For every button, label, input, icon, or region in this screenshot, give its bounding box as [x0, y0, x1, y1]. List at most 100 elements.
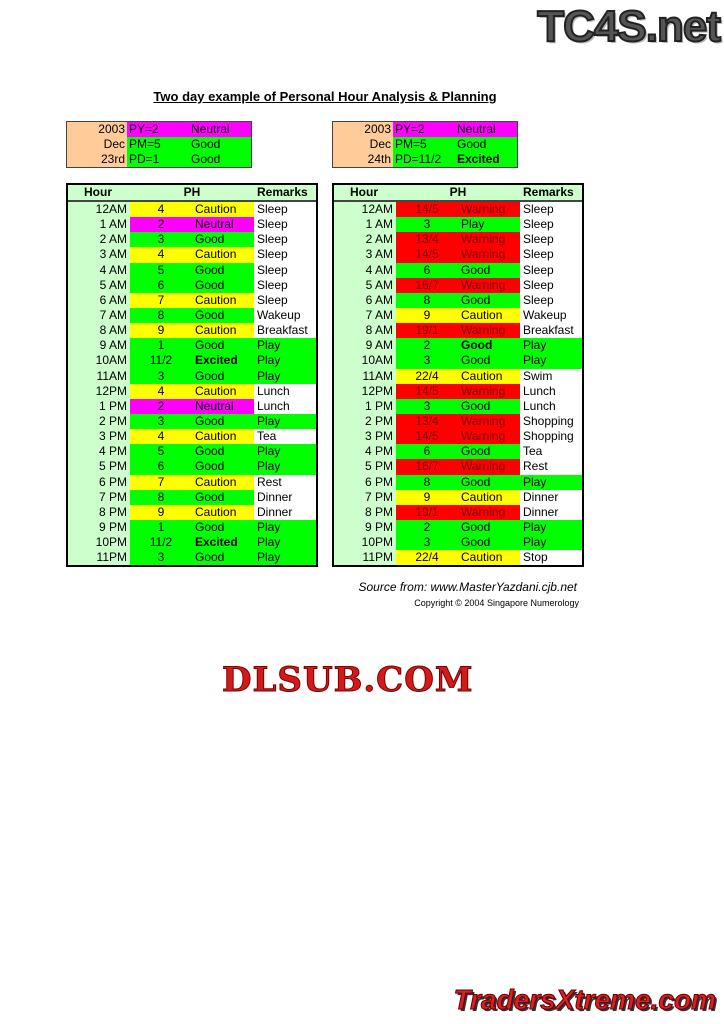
tradersxtreme-logo: TradersXtreme.com — [453, 984, 716, 1016]
ph-number-cell: 3 — [396, 535, 458, 551]
ph-number-cell: 7 — [130, 474, 192, 490]
ph-number-cell: 6 — [396, 262, 458, 278]
info-date: 24th — [333, 152, 393, 167]
ph-number-cell: 6 — [130, 459, 192, 475]
table-row: 12PM 4 Caution Lunch — [68, 383, 316, 399]
table-row: 1 AM 3 Play Sleep — [334, 217, 582, 233]
remarks-cell: Sleep — [520, 292, 582, 308]
remarks-cell: Sleep — [254, 247, 316, 263]
table-row: 2 PM 3 Good Play — [68, 413, 316, 430]
table-row: 10AM 11/2 Excited Play — [68, 353, 316, 369]
table-row: 6 PM 8 Good Play — [334, 474, 582, 490]
remarks-cell: Tea — [520, 444, 582, 460]
ph-number-cell: 11/2 — [130, 535, 192, 551]
ph-status-cell: Warning — [458, 202, 520, 218]
info-label: Neutral — [189, 122, 251, 137]
table-row: 6 AM 8 Good Sleep — [334, 292, 582, 308]
remarks-cell: Sleep — [254, 262, 316, 278]
hour-cell: 7 PM — [98, 489, 127, 504]
hour-cell: 12PM — [361, 383, 393, 398]
ph-status-cell: Good — [458, 338, 520, 354]
ph-status-cell: Caution — [192, 383, 254, 399]
ph-number-cell: 9 — [130, 323, 192, 339]
ph-status-cell: Warning — [458, 429, 520, 445]
ph-number-cell: 14/5 — [396, 429, 458, 445]
ph-number-cell: 3 — [130, 368, 192, 384]
remarks-cell: Sleep — [520, 277, 582, 293]
day2-info-box: 2003 PY=2 Neutral Dec PM=5 Good 24th PD=11/2 Exc… — [332, 121, 518, 168]
header-remarks: Remarks — [257, 185, 308, 199]
hour-cell: 9 AM — [99, 338, 127, 353]
table-row: 5 AM 6 Good Sleep — [68, 277, 316, 293]
remarks-cell: Breakfast — [254, 323, 316, 339]
info-row: 23rd PD=1 Good — [67, 152, 251, 167]
table-row: 10PM 11/2 Excited Play — [68, 535, 316, 551]
hour-cell: 5 PM — [364, 459, 393, 474]
remarks-cell: Wakeup — [520, 307, 582, 324]
table-row: 3 PM 14/5 Warning Shopping — [334, 429, 582, 445]
hour-cell: 11AM — [362, 368, 393, 383]
table-row: 7 PM 9 Caution Dinner — [334, 489, 582, 505]
remarks-cell: Dinner — [254, 489, 316, 505]
table-row: 10AM 3 Good Play — [334, 353, 582, 369]
info-date: Dec — [67, 137, 127, 152]
ph-number-cell: 6 — [396, 444, 458, 460]
tc4s-logo: TC4S.net — [536, 1, 722, 52]
ph-status-cell: Warning — [458, 459, 520, 475]
table-row: 7 AM 9 Caution Wakeup — [334, 307, 582, 324]
remarks-cell: Play — [254, 353, 316, 369]
hour-cell: 5 AM — [99, 277, 127, 292]
ph-status-cell: Good — [192, 262, 254, 278]
ph-number-cell: 4 — [130, 202, 192, 218]
table-row: 4 PM 5 Good Play — [68, 444, 316, 460]
hour-cell: 11AM — [96, 368, 127, 383]
table-row: 3 PM 4 Caution Tea — [68, 429, 316, 445]
remarks-cell: Play — [520, 474, 582, 490]
hour-cell: 8 AM — [99, 323, 127, 338]
ph-status-cell: Good — [192, 459, 254, 475]
info-row: Dec PM=5 Good — [67, 137, 251, 152]
info-date: 2003 — [333, 122, 393, 137]
ph-status-cell: Warning — [458, 504, 520, 520]
info-date: Dec — [333, 137, 393, 152]
remarks-cell: Wakeup — [254, 307, 316, 324]
ph-number-cell: 16/7 — [396, 277, 458, 293]
hour-cell: 4 AM — [365, 262, 393, 277]
table-row: 6 AM 7 Caution Sleep — [68, 292, 316, 308]
info-date: 23rd — [67, 152, 127, 167]
remarks-cell: Lunch — [254, 383, 316, 399]
remarks-cell: Sleep — [520, 232, 582, 248]
hour-cell: 9 PM — [98, 519, 127, 534]
hour-cell: 1 AM — [99, 217, 127, 232]
ph-status-cell: Good — [458, 262, 520, 278]
remarks-cell: Play — [520, 338, 582, 354]
ph-number-cell: 3 — [396, 353, 458, 369]
table-row: 12AM 4 Caution Sleep — [68, 202, 316, 218]
table-row: 11AM 22/4 Caution Swim — [334, 368, 582, 384]
remarks-cell: Play — [254, 368, 316, 384]
table-row: 1 AM 2 Neutral Sleep — [68, 217, 316, 233]
remarks-cell: Tea — [254, 429, 316, 445]
header-hour: Hour — [84, 185, 112, 199]
ph-status-cell: Good — [192, 550, 254, 566]
info-label: Good — [455, 137, 517, 152]
ph-status-cell: Excited — [192, 535, 254, 551]
ph-number-cell: 2 — [396, 338, 458, 354]
hour-cell: 10AM — [95, 353, 127, 368]
table-row: 7 PM 8 Good Dinner — [68, 489, 316, 505]
table-row: 2 AM 13/4 Warning Sleep — [334, 232, 582, 248]
table-row: 4 PM 6 Good Tea — [334, 444, 582, 460]
ph-number-cell: 19/1 — [396, 504, 458, 520]
ph-number-cell: 14/5 — [396, 383, 458, 399]
ph-status-cell: Good — [192, 413, 254, 430]
table-header: Hour PH Remarks — [334, 185, 582, 202]
remarks-cell: Play — [254, 413, 316, 430]
day2-hour-table: Hour PH Remarks 12AM 14/5 Warning Sleep 1 AM 3 Pl… — [332, 183, 584, 568]
ph-status-cell: Good — [458, 519, 520, 536]
info-label: Good — [189, 137, 251, 152]
remarks-cell: Play — [254, 459, 316, 475]
ph-number-cell: 19/1 — [396, 323, 458, 339]
hour-cell: 11PM — [362, 550, 393, 565]
hour-cell: 7 AM — [99, 307, 127, 322]
hour-cell: 7 AM — [365, 307, 393, 322]
